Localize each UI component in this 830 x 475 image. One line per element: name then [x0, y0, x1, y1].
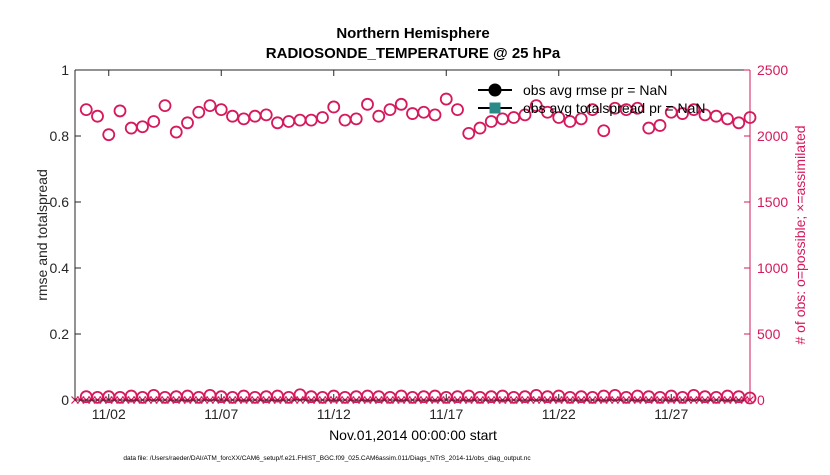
y-axis-right-label: # of obs: o=possible; ×=assimilated: [792, 125, 808, 344]
y-axis-left-label: rmse and totalspread: [34, 169, 50, 301]
series-0-point-3: [147, 115, 161, 128]
series-0-point-13: [372, 109, 386, 123]
series-1-point-13: [383, 103, 397, 116]
series-1-point-12: [361, 97, 374, 111]
series-1-point-3: [158, 99, 172, 113]
series-0-point-5: [192, 105, 206, 119]
y-axis-left-ticks: 0 0.2 0.4 0.6 0.8 1: [50, 62, 81, 408]
series-1-point-14: [406, 107, 419, 120]
series-0-point-11: [327, 100, 341, 114]
legend-spread-marker: [489, 102, 501, 114]
series-1-point-5: [203, 99, 217, 113]
series-1-point-25: [653, 119, 667, 132]
legend: obs avg rmse pr = NaN obs avg totalsprea…: [478, 82, 706, 116]
x-tick-label-1: 11/07: [204, 406, 238, 422]
chart-title-line1: Northern Hemisphere: [336, 25, 489, 42]
series-1-point-15: [428, 108, 442, 122]
series-0-point-4: [169, 125, 183, 139]
series-1-point-19: [518, 108, 532, 122]
series-1-point-18: [496, 112, 509, 126]
x-tick-label-0: 11/02: [92, 406, 126, 422]
x-tick-label-3: 11/17: [429, 406, 463, 422]
y-axis-right-ticks: 0 500 1000 1500 2000 2500: [744, 62, 788, 408]
legend-spread-label: obs avg totalspread pr = NaN: [523, 100, 706, 116]
y-right-tick-label-2: 1000: [757, 260, 788, 276]
series-1-point-0: [91, 109, 104, 123]
series-1-point-21: [563, 115, 577, 128]
x-tick-label-5: 11/27: [654, 406, 688, 422]
series-0-point-17: [462, 126, 476, 140]
series-1-point-8: [271, 116, 284, 130]
legend-rmse-marker: [488, 83, 502, 97]
series-1-point-22: [586, 103, 599, 116]
series-1-point-23: [608, 101, 622, 115]
x-axis-ticks: 11/02 11/07 11/12 11/17 11/22 11/27: [92, 70, 688, 422]
y-left-tick-label-0: 0: [61, 392, 69, 408]
series-1-point-6: [226, 109, 239, 123]
series-1-point-10: [316, 111, 329, 124]
y-right-tick-label-1: 500: [757, 326, 781, 342]
series-1-point-7: [248, 109, 262, 123]
x-axis-label: Nov.01,2014 00:00:00 start: [329, 427, 497, 443]
series-0-point-1: [102, 128, 116, 142]
series-1-point-11: [338, 113, 352, 127]
x-tick-label-2: 11/12: [317, 406, 351, 422]
series-1-point-27: [698, 108, 712, 122]
chart-title-line2: RADIOSONDE_TEMPERATURE @ 25 hPa: [266, 45, 561, 62]
series-1-point-28: [721, 112, 734, 126]
y-left-tick-label-4: 0.8: [50, 128, 70, 144]
y-right-tick-label-4: 2000: [757, 128, 788, 144]
series-1-point-24: [631, 101, 644, 115]
y-left-tick-label-3: 0.6: [50, 194, 70, 210]
series-1-point-9: [293, 113, 307, 127]
series-0-point-0: [79, 103, 93, 116]
axes: [74, 69, 751, 401]
series-0-point-14: [394, 97, 408, 111]
series-0-point-16: [439, 92, 453, 106]
series-1-point-4: [181, 116, 194, 130]
legend-rmse-label: obs avg rmse pr = NaN: [523, 82, 667, 98]
y-right-tick-label-5: 2500: [757, 62, 788, 78]
y-left-tick-label-5: 1: [61, 62, 69, 78]
series-1-point-1: [113, 104, 127, 118]
data-file-footer: data file: /Users/raeder/DAI/ATM_forcXX/…: [123, 455, 531, 462]
series-0-point-29: [732, 116, 746, 130]
series-0-point-6: [214, 103, 228, 116]
series-1-point-17: [473, 121, 487, 135]
series-1-point-20: [541, 105, 554, 119]
y-right-tick-label-3: 1500: [757, 194, 788, 210]
series-1-point-26: [676, 107, 689, 120]
x-tick-label-4: 11/22: [542, 406, 576, 422]
y-left-tick-label-1: 0.2: [50, 326, 70, 342]
series-0-point-21: [552, 111, 566, 124]
series-1-point-2: [136, 120, 149, 134]
plot-area: [75, 70, 750, 400]
series-0-point-27: [687, 103, 701, 116]
series-1-point-16: [451, 103, 464, 116]
y-left-tick-label-2: 0.4: [50, 260, 70, 276]
series-0-point-20: [529, 99, 543, 113]
y-right-tick-label-0: 0: [757, 392, 765, 408]
series-0-point-23: [597, 124, 611, 138]
